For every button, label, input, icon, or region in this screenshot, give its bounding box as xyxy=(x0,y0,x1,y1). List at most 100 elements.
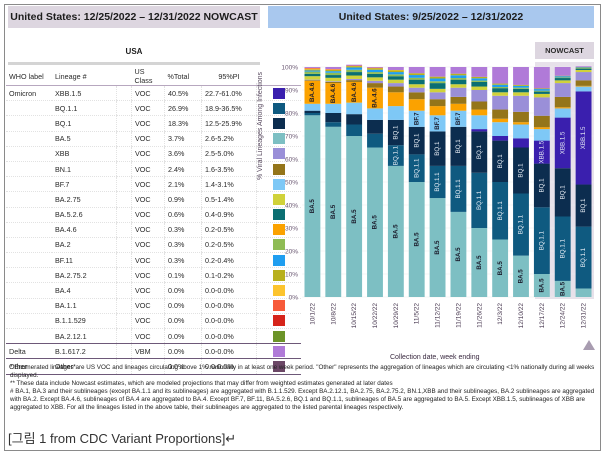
bar-segment-bq-1 xyxy=(346,114,363,125)
bar-label: BQ.1.1 xyxy=(455,179,462,199)
bar-segment-ba-2-75 xyxy=(533,93,550,98)
bar-segment-ba-2-75 xyxy=(346,75,363,79)
swatch-cell xyxy=(256,358,301,375)
bar-segment-bf-7 xyxy=(450,110,467,127)
bar-label: BA.4.6 xyxy=(330,83,337,103)
bar-segment-bn-1 xyxy=(429,99,446,107)
col-spacer xyxy=(116,67,132,86)
bar-segment-xbb xyxy=(575,72,592,81)
lineage-cell: BA.2.75.2 xyxy=(52,267,117,284)
class-cell: VOC xyxy=(131,176,165,193)
bar-segment-ba-1-1 xyxy=(304,67,321,69)
x-axis-title: Collection date, week ending xyxy=(390,354,480,361)
bar-stack: BA.5 BA.4.6 xyxy=(304,67,321,297)
bar-segment-b-1-617-2-other xyxy=(408,67,425,74)
who-cell xyxy=(6,161,52,178)
bar-segment-bf-11 xyxy=(450,75,467,79)
table-row: BA.2.12.1 VOC 0.0% 0.0-0.0% xyxy=(6,328,301,345)
lineage-cell: BF.7 xyxy=(52,176,117,193)
class-cell: VOC xyxy=(131,191,165,208)
bar-label: BQ.1 xyxy=(455,139,462,154)
bar-segment-bf-7 xyxy=(429,115,446,132)
bar-segment-ba-5-2-6 xyxy=(492,88,509,93)
lineage-cell: BA.4 xyxy=(52,282,117,299)
table-row: BA.2.75 VOC 0.9% 0.5-1.4% xyxy=(6,191,301,208)
spacer-cell xyxy=(116,115,132,132)
bar-label: BA.5 xyxy=(309,199,316,214)
who-cell xyxy=(6,100,52,117)
color-swatch xyxy=(273,360,285,372)
bar-label: BQ.1 xyxy=(518,163,525,178)
spacer-cell xyxy=(116,313,132,330)
class-cell: VOC xyxy=(131,298,165,314)
footnote-hash: # BA.1, BA.3 and their sublineages (exce… xyxy=(10,388,595,411)
lineage-cell: B.1.1.529 xyxy=(52,313,117,330)
bar-label: BQ.1.1 xyxy=(580,247,587,267)
lineage-cell: BQ.1.1 xyxy=(52,100,117,117)
color-swatch xyxy=(273,102,285,114)
pct-cell: 0.1% xyxy=(164,267,202,284)
lineage-cell: BA.5.2.6 xyxy=(52,207,117,223)
region-divider xyxy=(8,62,260,65)
bar-segment-xbb xyxy=(408,87,425,93)
bar-segment-ba-2-75 xyxy=(513,92,529,96)
pi-cell: 2.5-5.0% xyxy=(201,146,257,162)
swatch-cell xyxy=(256,328,301,345)
bar-label: BQ.1.1 xyxy=(413,158,420,178)
table-row: Omicron XBB.1.5 VOC 40.5% 22.7-61.0% xyxy=(6,85,301,102)
bar-label: BA.5 xyxy=(413,232,420,247)
lineage-cell: BF.11 xyxy=(52,252,117,269)
bar-segment-ba-2-75-2 xyxy=(387,70,404,73)
bar-segment-bn-1 xyxy=(346,80,363,82)
x-tick-label: 10/15/22 xyxy=(351,303,358,329)
bar-segment-bq-1-1 xyxy=(367,133,383,148)
bar-segment-ba-5-2-6 xyxy=(387,76,404,80)
who-cell xyxy=(6,191,52,208)
bar-segment-bn-1 xyxy=(408,92,425,100)
bar-segment-bq-1-1 xyxy=(450,165,467,212)
color-swatch xyxy=(273,117,285,129)
bar-stack: BA.5 BQ.1.1 BQ.1 xyxy=(471,67,488,297)
bar-segment-bf-7 xyxy=(304,103,321,111)
table-row: BA.5.2.6 VOC 0.6% 0.4-0.9% xyxy=(6,207,301,223)
pct-cell: 0.0% xyxy=(164,313,202,330)
class-cell: VOC xyxy=(131,115,165,132)
who-cell xyxy=(6,267,52,284)
bar-segment-ba-5-2-6 xyxy=(450,79,467,85)
pct-cell: 2.4% xyxy=(164,161,202,178)
bar-stack: BA.5 BQ.1.1 BQ.1 xyxy=(513,67,529,297)
bar-label: XBB.1.5 xyxy=(538,140,545,163)
bar-segment-xbb xyxy=(450,87,467,97)
bar-segment-ba-5 xyxy=(346,136,363,297)
pi-cell: 0.0-0.0% xyxy=(201,282,257,299)
bar-segment-b-1-617-2-other xyxy=(450,67,467,74)
class-cell: VOC xyxy=(131,237,165,254)
color-swatch xyxy=(273,193,285,205)
bar-segment-bq-1-1 xyxy=(325,122,342,127)
color-swatch xyxy=(273,269,285,281)
bar-label: BQ.1 xyxy=(413,133,420,148)
swatch-cell xyxy=(256,191,301,208)
bar-segment-xbb-1-5 xyxy=(554,117,571,169)
x-tick-label: 11/12/22 xyxy=(435,303,442,328)
who-cell xyxy=(6,131,52,147)
x-tick-label: 12/3/22 xyxy=(497,303,504,325)
bar-label: BQ.1.1 xyxy=(559,239,566,259)
pct-cell: 0.0% xyxy=(164,328,202,345)
bar-segment-bf-7 xyxy=(471,115,488,130)
bar-segment-ba-5 xyxy=(575,288,592,297)
bar-segment-ba-5-2-6 xyxy=(325,75,342,78)
y-tick-label: 30% xyxy=(285,226,298,233)
spacer-cell xyxy=(116,298,132,314)
bar-segment-bf-11 xyxy=(429,78,446,82)
bar-segment-ba-4-6 xyxy=(554,107,571,109)
class-cell: VOC xyxy=(131,328,165,345)
bar-segment-ba-2-75-2 xyxy=(492,83,509,85)
lineage-cell: BQ.1 xyxy=(52,115,117,132)
table-row: XBB VOC 3.6% 2.5-5.0% xyxy=(6,146,301,162)
col-who-label: WHO label xyxy=(6,67,52,86)
bar-label: BA.5 xyxy=(330,204,337,219)
who-cell xyxy=(6,115,52,132)
y-tick-label: 50% xyxy=(285,180,298,187)
spacer-cell xyxy=(116,328,132,345)
